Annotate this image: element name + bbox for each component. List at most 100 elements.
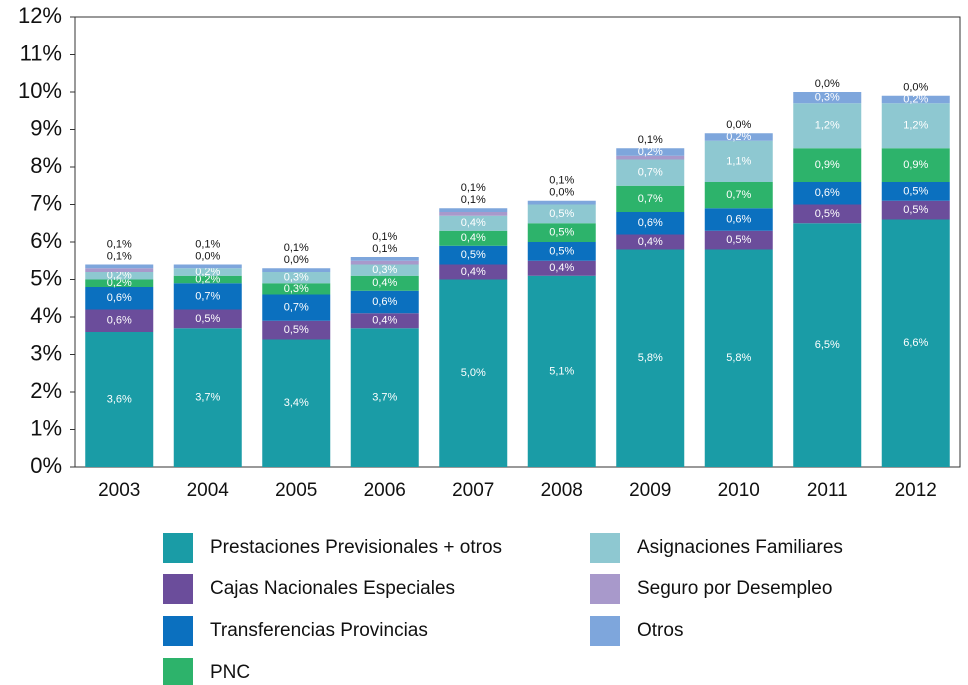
bar-segment <box>881 103 950 149</box>
data-label: 0,4% <box>372 277 397 289</box>
data-label: 0,2% <box>195 273 220 285</box>
x-tick-label: 2009 <box>629 480 671 501</box>
bar-segment <box>704 182 773 209</box>
data-label: 0,1% <box>284 242 309 254</box>
data-label: 0,1% <box>372 231 397 243</box>
data-label: 0,1% <box>638 134 663 146</box>
data-label: 0,3% <box>815 92 840 104</box>
data-label: 0,2% <box>195 266 220 278</box>
data-label: 0,9% <box>903 159 928 171</box>
bar-segment <box>85 309 154 332</box>
data-label: 0,1% <box>372 243 397 255</box>
data-label: 0,0% <box>549 187 574 199</box>
bar-segment <box>881 95 950 104</box>
x-tick-label: 2010 <box>718 480 760 501</box>
data-label: 1,1% <box>726 155 751 167</box>
x-tick-label: 2005 <box>275 480 317 501</box>
data-label: 0,5% <box>903 204 928 216</box>
bar-segment <box>262 268 331 272</box>
data-label: 0,5% <box>549 208 574 220</box>
bar-segment <box>439 245 508 265</box>
bar-segment <box>262 294 331 321</box>
y-tick-label: 1% <box>30 415 62 440</box>
data-label: 0,2% <box>107 270 132 282</box>
data-label: 0,9% <box>815 159 840 171</box>
bar-segment <box>439 212 508 216</box>
data-label: 3,7% <box>195 392 220 404</box>
bar-segment <box>616 234 685 250</box>
bar-segment <box>173 309 242 329</box>
bar-segment <box>350 260 419 265</box>
data-label: 0,1% <box>549 175 574 187</box>
bar-segment <box>793 92 862 104</box>
legend-label: Prestaciones Previsionales + otros <box>210 537 502 558</box>
data-label: 3,6% <box>107 393 132 405</box>
data-label: 0,7% <box>195 290 220 302</box>
data-label: 0,0% <box>903 82 928 94</box>
legend-swatch <box>163 616 193 646</box>
bar-segment <box>262 283 331 295</box>
data-label: 5,8% <box>638 352 663 364</box>
legend-label: Seguro por Desempleo <box>637 578 832 599</box>
bar-segment <box>881 182 950 201</box>
bar-segment <box>439 279 508 467</box>
data-label: 0,6% <box>638 217 663 229</box>
x-tick-label: 2007 <box>452 480 494 501</box>
bar-segment <box>881 148 950 182</box>
data-label: 6,6% <box>903 337 928 349</box>
data-label: 0,6% <box>815 187 840 199</box>
data-label: 0,2% <box>107 277 132 289</box>
bar-segment <box>439 264 508 280</box>
data-label: 5,8% <box>726 352 751 364</box>
data-label: 5,0% <box>461 367 486 379</box>
data-label: 0,5% <box>195 313 220 325</box>
data-label: 0,5% <box>461 249 486 261</box>
bar-segment <box>704 249 773 467</box>
bar-segment <box>173 264 242 269</box>
data-label: 6,5% <box>815 339 840 351</box>
data-label: 0,7% <box>638 193 663 205</box>
data-label: 3,7% <box>372 392 397 404</box>
x-tick-label: 2011 <box>807 480 848 501</box>
data-label: 0,4% <box>638 236 663 248</box>
bar-segment <box>85 279 154 287</box>
data-label: 0,3% <box>284 283 309 295</box>
bar-segment <box>704 140 773 182</box>
bar-segment <box>350 257 419 261</box>
data-label: 0,4% <box>461 266 486 278</box>
data-label: 0,2% <box>638 146 663 158</box>
legend-swatch <box>590 616 620 646</box>
legend-label: Asignaciones Familiares <box>637 537 843 558</box>
data-label: 0,2% <box>903 93 928 105</box>
y-tick-label: 12% <box>18 3 62 28</box>
bar-segment <box>439 208 508 212</box>
legend-label: PNC <box>210 662 250 683</box>
bar-segment <box>350 313 419 329</box>
bar-segment <box>350 328 419 467</box>
x-tick-label: 2008 <box>541 480 583 501</box>
data-label: 1,2% <box>903 120 928 132</box>
bar-segment <box>704 208 773 231</box>
data-label: 0,5% <box>815 208 840 220</box>
data-label: 0,7% <box>638 167 663 179</box>
y-tick-label: 0% <box>30 453 62 478</box>
legend-label: Cajas Nacionales Especiales <box>210 578 455 599</box>
y-tick-label: 11% <box>20 40 62 65</box>
data-label: 1,2% <box>815 120 840 132</box>
data-label: 0,2% <box>726 131 751 143</box>
y-tick-label: 7% <box>30 190 62 215</box>
bar-segment <box>616 212 685 235</box>
bar-segment <box>704 133 773 141</box>
legend-swatch <box>163 574 193 604</box>
data-label: 0,1% <box>107 238 132 250</box>
data-label: 0,5% <box>726 234 751 246</box>
bar-segment <box>793 182 862 205</box>
data-label: 5,1% <box>549 365 574 377</box>
bar-segment <box>793 148 862 182</box>
x-tick-label: 2003 <box>98 480 140 501</box>
bar-segment <box>173 328 242 467</box>
bar-segment <box>527 204 596 224</box>
data-label: 0,4% <box>461 232 486 244</box>
bar-segment <box>439 230 508 246</box>
